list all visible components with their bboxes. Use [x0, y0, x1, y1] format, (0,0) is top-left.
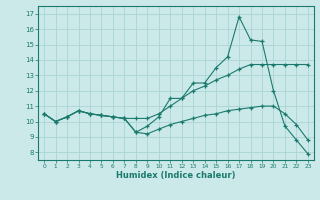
X-axis label: Humidex (Indice chaleur): Humidex (Indice chaleur): [116, 171, 236, 180]
